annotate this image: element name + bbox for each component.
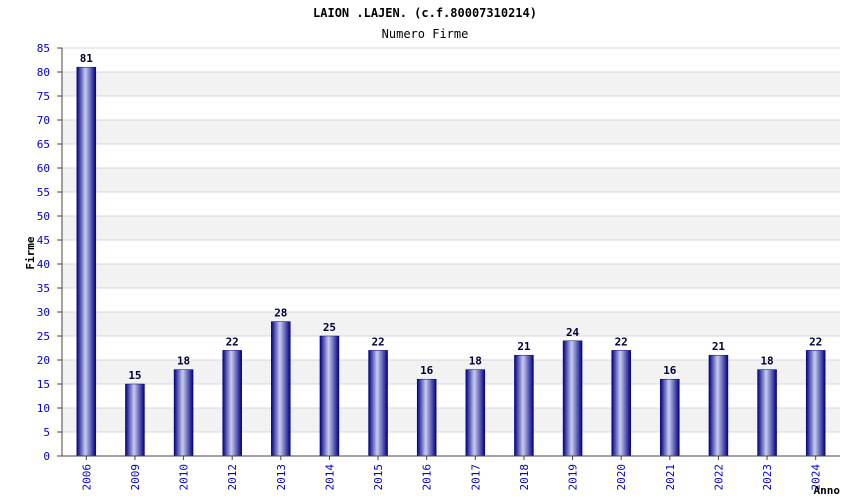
y-tick-label: 0: [43, 450, 50, 463]
x-tick-label: 2010: [178, 464, 191, 491]
data-label: 22: [371, 335, 384, 348]
bar-2017: [465, 369, 486, 457]
chart-title: LAION .LAJEN. (c.f.80007310214): [313, 6, 537, 20]
data-label: 18: [177, 355, 190, 368]
data-label: 16: [420, 364, 434, 377]
y-tick-label: 80: [37, 66, 50, 79]
data-label: 81: [80, 52, 94, 65]
x-tick-label: 2013: [275, 464, 288, 491]
y-tick-label: 15: [37, 378, 50, 391]
bar-2019: [562, 340, 583, 457]
x-tick-label: 2015: [372, 464, 385, 491]
grid-band: [62, 120, 840, 144]
bar-2021: [660, 378, 680, 457]
bar-2012: [222, 350, 242, 457]
bar-2018: [514, 354, 534, 457]
x-tick-label: 2016: [421, 464, 434, 491]
x-tick-label: 2024: [810, 464, 823, 491]
grid-band: [62, 168, 840, 192]
bar-2023: [757, 369, 777, 457]
y-tick-label: 70: [37, 114, 50, 127]
bar-2009: [125, 383, 145, 457]
data-label: 25: [323, 321, 336, 334]
data-label: 22: [226, 335, 239, 348]
bar-2020: [611, 350, 631, 457]
x-tick-label: 2022: [712, 464, 725, 491]
data-label: 22: [809, 335, 822, 348]
data-label: 18: [469, 355, 482, 368]
x-tick-label: 2021: [664, 464, 677, 491]
x-tick-label: 2006: [80, 464, 93, 491]
x-tick-label: 2012: [226, 464, 239, 491]
grid-band: [62, 216, 840, 240]
y-tick-label: 40: [37, 258, 50, 271]
y-tick-label: 25: [37, 330, 50, 343]
y-tick-label: 35: [37, 282, 50, 295]
data-label: 15: [128, 369, 141, 382]
x-tick-label: 2023: [761, 464, 774, 491]
bar-2010: [173, 369, 194, 457]
bar-2006: [76, 66, 97, 457]
bar-2016: [416, 378, 437, 457]
x-tick-label: 2019: [567, 464, 580, 491]
y-tick-label: 20: [37, 354, 50, 367]
y-axis-label: Firme: [24, 236, 37, 269]
data-label: 16: [663, 364, 677, 377]
y-tick-label: 60: [37, 162, 50, 175]
y-tick-label: 75: [37, 90, 50, 103]
data-label: 18: [760, 355, 773, 368]
data-label: 24: [566, 326, 580, 339]
grid-band: [62, 264, 840, 288]
grid-band: [62, 72, 840, 96]
x-tick-label: 2018: [518, 464, 531, 491]
y-tick-label: 5: [43, 426, 50, 439]
x-tick-label: 2020: [615, 464, 628, 491]
bar-2024: [805, 350, 826, 457]
x-axis-ticks: 2006 2009 2010 2012 2013 2014 2015 2016 2017 2018…: [80, 456, 823, 491]
data-label: 22: [615, 335, 628, 348]
y-tick-label: 10: [37, 402, 50, 415]
y-tick-label: 65: [37, 138, 50, 151]
chart-subtitle: Numero Firme: [382, 27, 469, 41]
y-tick-label: 55: [37, 186, 50, 199]
data-label: 21: [712, 340, 726, 353]
data-label: 21: [517, 340, 531, 353]
bars: 81 15 18 22 28 25 22 16 18 21 24 22 16 21 18 22: [76, 52, 826, 457]
bar-2013: [271, 321, 291, 457]
bar-2014: [319, 335, 340, 457]
y-tick-label: 45: [37, 234, 50, 247]
x-axis-label: Anno: [814, 484, 841, 497]
data-label: 28: [274, 307, 287, 320]
y-axis-ticks: 0 5 10 15 20 25 30 35 40 45 50 55 60 65 70 75 80 85: [37, 42, 62, 463]
grid-band: [62, 312, 840, 336]
x-tick-label: 2009: [129, 464, 142, 491]
bar-2022: [708, 354, 729, 457]
bar-2015: [368, 350, 388, 457]
y-tick-label: 50: [37, 210, 50, 223]
x-tick-label: 2017: [469, 464, 482, 491]
y-tick-label: 85: [37, 42, 50, 55]
y-tick-label: 30: [37, 306, 50, 319]
x-tick-label: 2014: [323, 464, 336, 491]
